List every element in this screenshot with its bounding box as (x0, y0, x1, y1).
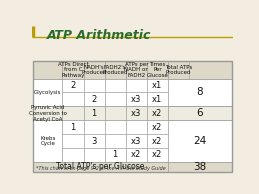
Bar (84, 61, 105, 79)
Bar (105, 79, 126, 93)
Bar (62, 93, 84, 106)
Bar (33, 61, 232, 79)
Text: Glycolysis: Glycolysis (34, 90, 62, 95)
Bar (105, 134, 126, 148)
Text: 2: 2 (70, 81, 76, 90)
Bar (105, 93, 126, 106)
Bar (33, 79, 232, 106)
Text: 38: 38 (193, 162, 207, 172)
Text: x1: x1 (152, 81, 162, 90)
Text: ATPs per
NADH or
FADH2: ATPs per NADH or FADH2 (124, 62, 148, 78)
Text: Total ATPs
Produced: Total ATPs Produced (165, 65, 192, 75)
Bar (33, 162, 232, 172)
Bar (168, 61, 189, 79)
Bar (105, 61, 126, 79)
Text: NADH's
Produced: NADH's Produced (81, 65, 107, 75)
Text: x2: x2 (152, 151, 162, 159)
Bar (62, 61, 84, 79)
Text: 3: 3 (91, 137, 97, 146)
Text: 1: 1 (113, 151, 118, 159)
Bar (168, 162, 232, 172)
Bar (62, 148, 84, 162)
Bar (84, 79, 105, 93)
Bar (147, 106, 168, 120)
Bar (126, 120, 147, 134)
Text: 1: 1 (70, 123, 76, 132)
Bar (33, 106, 232, 120)
Bar (105, 148, 126, 162)
Text: Krebs
Cycle: Krebs Cycle (40, 136, 56, 146)
Bar (147, 148, 168, 162)
Bar (126, 79, 147, 93)
Bar (62, 120, 84, 134)
Bar (62, 134, 84, 148)
Bar (147, 79, 168, 93)
Bar (126, 61, 147, 79)
Text: Pyruvic Acid
Conversion to
Acetyl CoA: Pyruvic Acid Conversion to Acetyl CoA (29, 105, 67, 122)
Text: Times
Per
Glucose: Times Per Glucose (146, 62, 168, 78)
Bar (147, 61, 168, 79)
Bar (126, 93, 147, 106)
Text: ATPs Direct
from C
Pathway: ATPs Direct from C Pathway (58, 62, 88, 78)
Bar (33, 120, 62, 162)
Text: FADH2's
Produced: FADH2's Produced (102, 65, 128, 75)
Bar (84, 106, 105, 120)
Bar (62, 79, 84, 93)
Bar (168, 106, 232, 120)
Bar (105, 106, 126, 120)
Text: x3: x3 (131, 95, 141, 104)
Bar (126, 106, 147, 120)
Text: 6: 6 (197, 108, 203, 118)
Bar (84, 134, 105, 148)
Text: *This chart is on page 9-2 of the A.P. Bio Study Guide: *This chart is on page 9-2 of the A.P. B… (36, 166, 166, 171)
Bar (62, 106, 84, 120)
Bar (33, 162, 168, 172)
Bar (147, 93, 168, 106)
Text: x3: x3 (131, 137, 141, 146)
Bar (33, 106, 62, 120)
Bar (84, 148, 105, 162)
Bar (84, 93, 105, 106)
Bar (147, 120, 168, 134)
Text: x2: x2 (152, 109, 162, 118)
Text: 1: 1 (91, 109, 97, 118)
Text: 24: 24 (193, 136, 207, 146)
Bar (126, 134, 147, 148)
Bar (84, 120, 105, 134)
Bar (33, 61, 232, 172)
Text: 8: 8 (197, 87, 203, 97)
Bar (105, 120, 126, 134)
Text: 2: 2 (91, 95, 97, 104)
Text: x2: x2 (131, 151, 141, 159)
Bar (147, 134, 168, 148)
Bar (33, 120, 232, 162)
Text: x3: x3 (131, 109, 141, 118)
Bar (168, 79, 232, 106)
Text: Total ATP's per Glucose: Total ATP's per Glucose (56, 162, 145, 171)
Text: x2: x2 (152, 123, 162, 132)
Bar (33, 61, 62, 79)
Text: x1: x1 (152, 95, 162, 104)
Text: ATP Arithmetic: ATP Arithmetic (46, 29, 151, 42)
Text: x2: x2 (152, 137, 162, 146)
Bar (126, 148, 147, 162)
Bar (33, 79, 62, 106)
Bar (168, 120, 232, 162)
